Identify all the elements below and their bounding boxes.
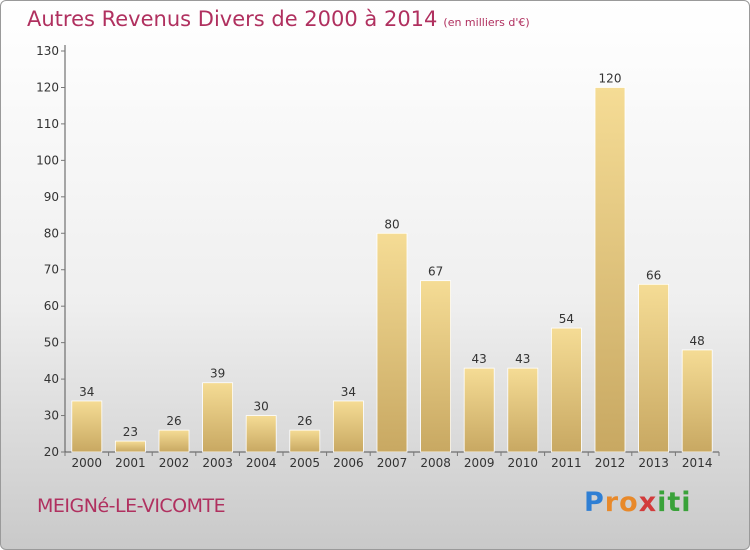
- bar-2009[interactable]: [463, 367, 495, 453]
- bar-2002[interactable]: [158, 429, 190, 453]
- bar-2010[interactable]: [507, 367, 539, 453]
- x-tick-label: 2011: [551, 456, 582, 470]
- bar-2013[interactable]: [638, 283, 669, 453]
- data-label-2014: 48: [690, 334, 705, 348]
- x-tick-label: 2000: [72, 456, 103, 470]
- bar-2000[interactable]: [71, 400, 103, 453]
- bars: [71, 87, 713, 453]
- data-labels: 34 23 26 39 30 26 34 80 67 43 43 54 120 66 48: [79, 71, 705, 439]
- title-unit: (en milliers d'€): [443, 16, 530, 29]
- x-tick-label: 2014: [682, 456, 713, 470]
- data-label-2013: 66: [646, 268, 661, 282]
- y-tick-label: 40: [44, 372, 59, 386]
- chart-title: Autres Revenus Divers de 2000 à 2014 (en …: [27, 7, 530, 31]
- y-tick-label: 90: [44, 190, 59, 204]
- x-tick-label: 2007: [377, 456, 408, 470]
- data-label-2009: 43: [472, 352, 487, 366]
- y-tick-label: 100: [36, 153, 59, 167]
- data-label-2007: 80: [384, 217, 399, 231]
- bar-2006[interactable]: [332, 400, 364, 453]
- x-tick-label: 2003: [202, 456, 233, 470]
- y-tick-label: 50: [44, 336, 59, 350]
- x-tick-label: 2002: [159, 456, 190, 470]
- bar-2008[interactable]: [420, 280, 452, 453]
- x-tick-label: 2005: [290, 456, 321, 470]
- data-label-2001: 23: [123, 425, 138, 439]
- x-axis: 2000 2001 2002 2003 2004 2005 2006 2007 2008 2009…: [64, 451, 720, 470]
- bar-2004[interactable]: [245, 415, 277, 453]
- proxiti-logo[interactable]: Proxiti: [584, 487, 692, 518]
- data-label-2011: 54: [559, 312, 574, 326]
- logo-letter: i: [657, 487, 668, 518]
- bar-2005[interactable]: [289, 429, 321, 453]
- data-label-2012: 120: [599, 71, 622, 85]
- data-label-2004: 30: [254, 400, 269, 414]
- logo-letter: P: [584, 487, 605, 518]
- bar-2007[interactable]: [376, 232, 408, 453]
- bar-2014[interactable]: [681, 349, 713, 453]
- bar-2003[interactable]: [202, 382, 234, 453]
- x-tick-label: 2010: [508, 456, 539, 470]
- x-tick-label: 2013: [638, 456, 669, 470]
- x-tick-label: 2004: [246, 456, 277, 470]
- data-label-2008: 67: [428, 265, 443, 279]
- data-label-2002: 26: [166, 414, 181, 428]
- data-label-2000: 34: [79, 385, 94, 399]
- bar-2011[interactable]: [551, 327, 582, 453]
- data-label-2005: 26: [297, 414, 312, 428]
- bar-2012[interactable]: [594, 87, 626, 453]
- logo-letter: x: [638, 487, 658, 518]
- bar-2001[interactable]: [115, 440, 146, 453]
- x-tick-label: 2009: [464, 456, 495, 470]
- y-tick-label: 20: [44, 445, 59, 459]
- logo-letter: t: [667, 487, 682, 518]
- y-tick-label: 130: [36, 44, 59, 58]
- y-tick-label: 70: [44, 263, 59, 277]
- y-axis: 20 30 40 50 60 70 80 90 100 110 120 130: [36, 44, 66, 459]
- data-label-2006: 34: [341, 385, 356, 399]
- y-tick-label: 60: [44, 299, 59, 313]
- logo-letter: o: [619, 487, 639, 518]
- y-tick-label: 110: [36, 117, 59, 131]
- data-label-2003: 39: [210, 367, 225, 381]
- logo-letter: i: [681, 487, 692, 518]
- x-tick-label: 2008: [420, 456, 451, 470]
- y-tick-label: 80: [44, 226, 59, 240]
- y-tick-label: 120: [36, 80, 59, 94]
- title-text: Autres Revenus Divers de 2000 à 2014: [27, 7, 438, 31]
- x-tick-label: 2001: [115, 456, 146, 470]
- y-tick-label: 30: [44, 409, 59, 423]
- commune-name: MEIGNé-LE-VICOMTE: [37, 495, 226, 517]
- x-tick-label: 2006: [333, 456, 364, 470]
- data-label-2010: 43: [515, 352, 530, 366]
- logo-letter: r: [604, 487, 620, 518]
- x-tick-label: 2012: [595, 456, 626, 470]
